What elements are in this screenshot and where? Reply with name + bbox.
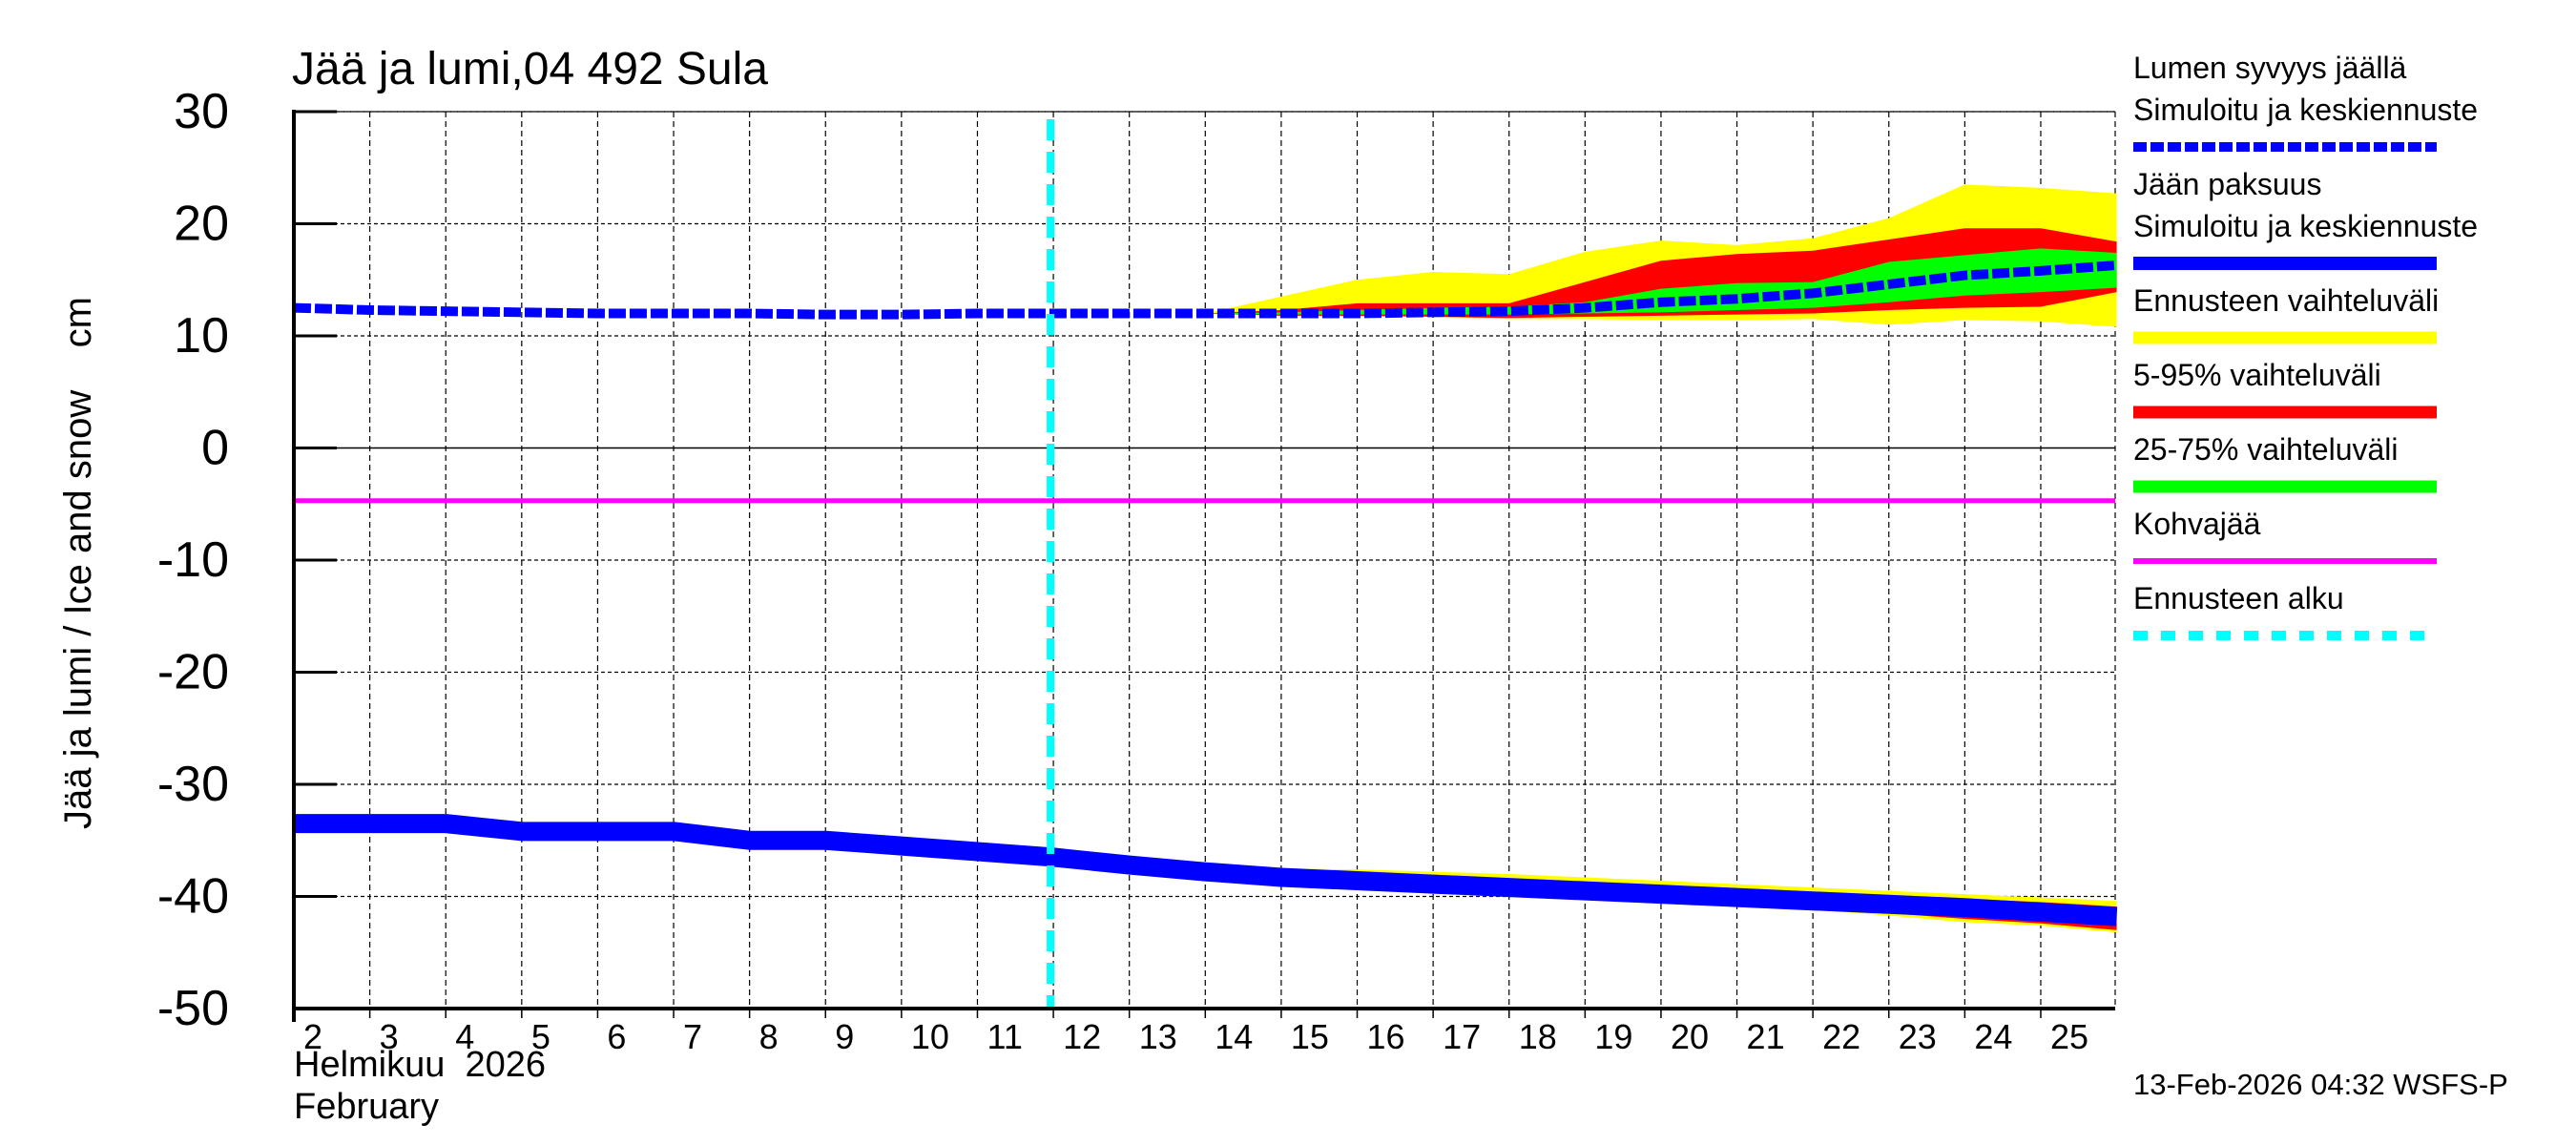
legend-label: Jään paksuus: [2133, 167, 2321, 201]
legend-label: Kohvajää: [2133, 507, 2261, 541]
legend-item: Ennusteen alku: [2133, 581, 2437, 640]
x-tick-label: 18: [1519, 1017, 1557, 1056]
x-tick-label: 12: [1063, 1017, 1101, 1056]
legend-label: Ennusteen alku: [2133, 581, 2344, 615]
x-tick-label: 5: [531, 1017, 551, 1056]
x-tick-label: 2: [303, 1017, 322, 1056]
x-tick-label: 14: [1215, 1017, 1253, 1056]
x-tick-label: 24: [1974, 1017, 2012, 1056]
y-tick-label: -50: [157, 981, 229, 1036]
x-tick-label: 21: [1747, 1017, 1785, 1056]
x-tick-label: 3: [380, 1017, 399, 1056]
x-tick-label: 7: [683, 1017, 702, 1056]
legend-item: Ennusteen vaihteluväli: [2133, 283, 2439, 344]
legend-label: Lumen syvyys jäällä: [2133, 51, 2407, 85]
legend-sublabel: Simuloitu ja keskiennuste: [2133, 209, 2478, 243]
y-tick-label: -10: [157, 532, 229, 588]
snow-band-25-75: [1205, 248, 2117, 315]
y-tick-label: 0: [201, 421, 229, 476]
x-tick-label: 10: [911, 1017, 949, 1056]
x-tick-label: 20: [1671, 1017, 1709, 1056]
y-tick-label: 10: [174, 308, 229, 364]
y-tick-label: -30: [157, 757, 229, 812]
x-tick-label: 13: [1139, 1017, 1177, 1056]
x-tick-label: 25: [2050, 1017, 2088, 1056]
x-tick-label: 8: [759, 1017, 779, 1056]
series-lines: [293, 119, 2118, 1009]
legend-item: Kohvajää: [2133, 507, 2437, 564]
x-tick-label: 16: [1367, 1017, 1405, 1056]
x-tick-label: 9: [835, 1017, 854, 1056]
x-tick-label: 6: [607, 1017, 626, 1056]
legend: Lumen syvyys jäällä Simuloitu ja keskienn…: [2133, 51, 2478, 640]
x-axis-month-en: February: [294, 1087, 439, 1127]
y-tick-label: -40: [157, 869, 229, 925]
legend-item: 25-75% vaihteluväli: [2133, 432, 2437, 493]
x-tick-label: 11: [987, 1017, 1022, 1056]
y-tick-label: -20: [157, 645, 229, 700]
y-axis-ticks: 30 20 10 0 -10 -20 -30 -40 -50: [157, 84, 337, 1036]
x-tick-label: 4: [455, 1017, 474, 1056]
x-tick-label: 22: [1822, 1017, 1860, 1056]
snow-depth-line: [293, 260, 2117, 320]
chart-title: Jää ja lumi,04 492 Sula: [292, 44, 768, 94]
legend-label: 5-95% vaihteluväli: [2133, 358, 2381, 392]
x-tick-label: 19: [1594, 1017, 1632, 1056]
x-tick-label: 23: [1899, 1017, 1937, 1056]
x-tick-label: 17: [1443, 1017, 1481, 1056]
legend-label: 25-75% vaihteluväli: [2133, 432, 2399, 467]
legend-label: Ennusteen vaihteluväli: [2133, 283, 2439, 318]
x-tick-label: 15: [1291, 1017, 1329, 1056]
legend-item: Jään paksuus Simuloitu ja keskiennuste: [2133, 167, 2478, 270]
ice-thickness-line: [294, 814, 2118, 926]
axes: [292, 110, 2115, 1022]
legend-sublabel: Simuloitu ja keskiennuste: [2133, 93, 2478, 127]
legend-item: Lumen syvyys jäällä Simuloitu ja keskienn…: [2133, 51, 2478, 152]
footer-timestamp: 13-Feb-2026 04:32 WSFS-P: [2133, 1068, 2508, 1101]
y-tick-label: 30: [174, 84, 229, 139]
y-tick-label: 20: [174, 197, 229, 252]
x-axis-month-fi: Helmikuu 2026: [294, 1045, 546, 1085]
legend-item: 5-95% vaihteluväli: [2133, 358, 2437, 419]
y-axis-label: Jää ja lumi / Ice and snow cm: [57, 297, 99, 829]
x-axis-ticks: 2 3 4 5 6 7 8 9 10 11 12 13 14 15 16 17 18 19 20 21 22 23 24 25: [293, 1009, 2088, 1056]
